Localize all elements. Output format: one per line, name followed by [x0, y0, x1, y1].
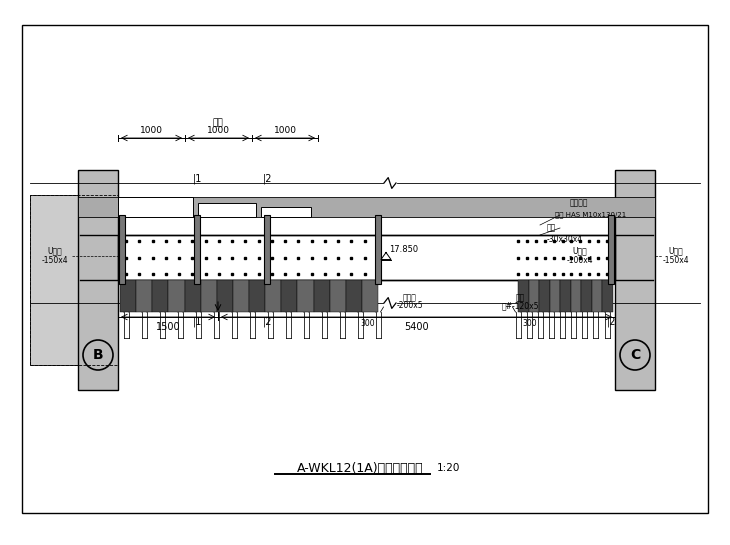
Text: 钢扁: 钢扁: [515, 293, 525, 302]
Bar: [198, 203, 256, 217]
Bar: [136, 280, 153, 312]
Bar: [153, 280, 169, 312]
Bar: [313, 280, 330, 312]
Text: 5400: 5400: [404, 322, 429, 332]
Text: C: C: [630, 348, 640, 362]
Bar: [265, 280, 281, 312]
Text: -150x4: -150x4: [663, 256, 689, 265]
Bar: [581, 280, 592, 312]
Text: 钢板: 钢板: [547, 223, 556, 233]
Bar: [375, 215, 381, 284]
Bar: [346, 280, 362, 312]
Bar: [362, 280, 378, 312]
Text: -200x5: -200x5: [396, 301, 423, 310]
Bar: [118, 235, 615, 280]
Bar: [217, 280, 233, 312]
Bar: [281, 280, 297, 312]
Text: 300: 300: [523, 319, 537, 329]
Bar: [78, 170, 118, 390]
Text: 化学锚栓: 化学锚栓: [570, 198, 588, 208]
Text: 17.850: 17.850: [389, 245, 418, 253]
Text: 1500: 1500: [155, 322, 180, 332]
Bar: [185, 280, 201, 312]
Bar: [264, 215, 270, 284]
Bar: [118, 197, 193, 217]
Text: |2: |2: [262, 317, 272, 327]
Text: U型箍: U型箍: [669, 246, 683, 255]
Bar: [571, 280, 581, 312]
Bar: [330, 280, 346, 312]
Bar: [297, 280, 313, 312]
Text: 螺栓 HAS M10x130/21: 螺栓 HAS M10x130/21: [555, 211, 626, 219]
Text: -30x30x4: -30x30x4: [547, 234, 583, 244]
Bar: [608, 215, 614, 284]
Text: A-WKL12(1A)粘钢加固图一: A-WKL12(1A)粘钢加固图一: [296, 462, 423, 475]
Text: U型箍: U型箍: [572, 246, 588, 255]
Text: B: B: [93, 348, 104, 362]
Bar: [30, 195, 118, 365]
Text: 300: 300: [361, 319, 375, 329]
Text: 太磁: 太磁: [212, 118, 223, 127]
Bar: [194, 215, 200, 284]
Bar: [615, 170, 655, 390]
Text: |1: |1: [192, 317, 201, 327]
Bar: [22, 25, 708, 513]
Bar: [560, 280, 571, 312]
Bar: [169, 280, 185, 312]
Bar: [602, 280, 613, 312]
Bar: [249, 280, 265, 312]
Text: 1000: 1000: [207, 126, 230, 135]
Text: |2: |2: [262, 174, 272, 184]
Text: 两#-120x5: 两#-120x5: [502, 301, 539, 310]
Bar: [233, 280, 249, 312]
Bar: [529, 280, 539, 312]
Bar: [119, 215, 125, 284]
Text: 1:20: 1:20: [437, 463, 461, 473]
Text: -150x4: -150x4: [42, 256, 69, 265]
Bar: [518, 280, 529, 312]
Bar: [550, 280, 560, 312]
Bar: [78, 197, 655, 217]
Text: |2: |2: [606, 317, 615, 327]
Text: 1000: 1000: [140, 126, 163, 135]
Text: -100x4: -100x4: [566, 256, 593, 265]
Text: 加强板: 加强板: [403, 293, 417, 302]
Bar: [201, 280, 217, 312]
Bar: [592, 280, 602, 312]
Text: U型箍: U型箍: [47, 246, 62, 255]
Bar: [30, 195, 78, 365]
Text: 1000: 1000: [274, 126, 296, 135]
Bar: [539, 280, 550, 312]
Bar: [120, 280, 136, 312]
Text: |1: |1: [192, 174, 201, 184]
Bar: [261, 207, 311, 217]
